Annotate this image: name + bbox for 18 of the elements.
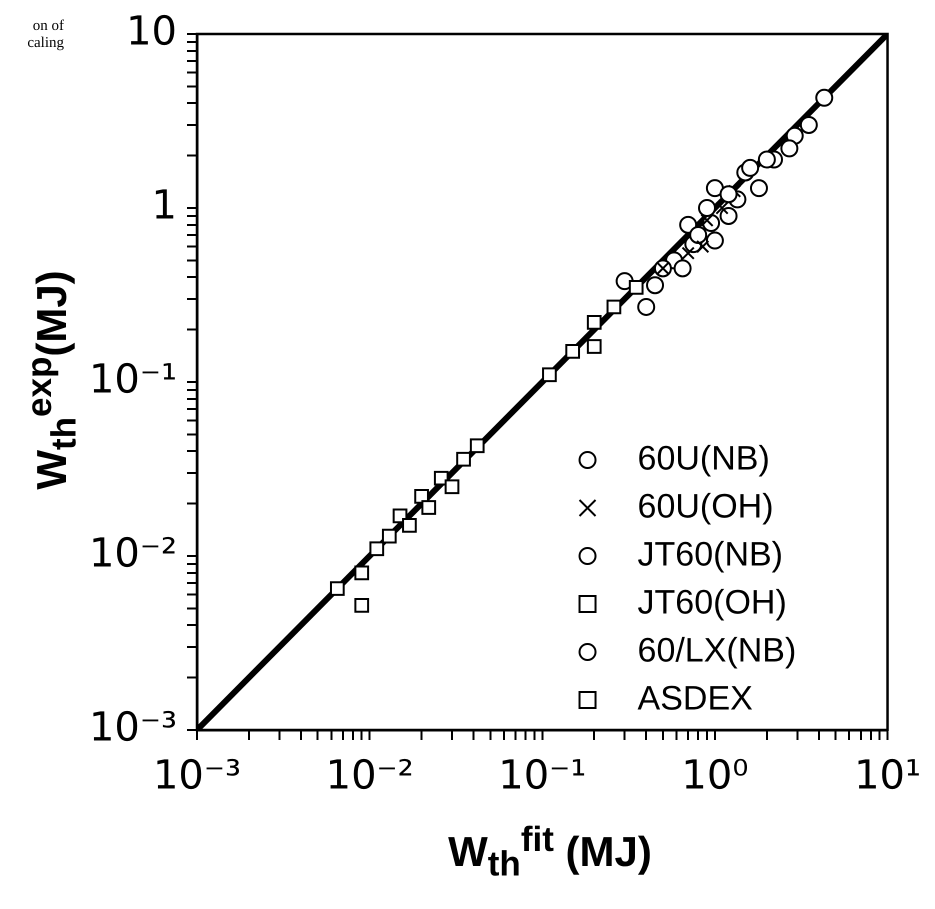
y-tick-label: 10⁻² bbox=[88, 530, 177, 576]
legend-label: 60U(OH) bbox=[638, 487, 774, 526]
text: caling bbox=[26, 35, 64, 52]
y-tick-label: 10⁻³ bbox=[88, 704, 177, 750]
legend-label: ASDEX bbox=[638, 679, 753, 718]
y-tick-label: 10 bbox=[126, 8, 177, 54]
y-tick-label: 10⁻¹ bbox=[88, 356, 177, 402]
y-tick-label: 1 bbox=[152, 182, 177, 228]
x-tick-label: 10¹ bbox=[854, 752, 921, 798]
x-tick-label: 10⁰ bbox=[681, 752, 748, 798]
x-axis-title: W$_{th}$$^{fit}$ (MJ) bbox=[447, 820, 653, 884]
legend-label: JT60(NB) bbox=[638, 535, 783, 574]
legend-label: 60U(NB) bbox=[638, 439, 770, 478]
x-tick-label: 10⁻¹ bbox=[498, 752, 586, 798]
legend-label: 60/LX(NB) bbox=[638, 631, 796, 670]
text: on of bbox=[32, 18, 64, 35]
x-tick-label: 10⁻² bbox=[326, 752, 414, 798]
legend-label: JT60(OH) bbox=[638, 583, 787, 622]
